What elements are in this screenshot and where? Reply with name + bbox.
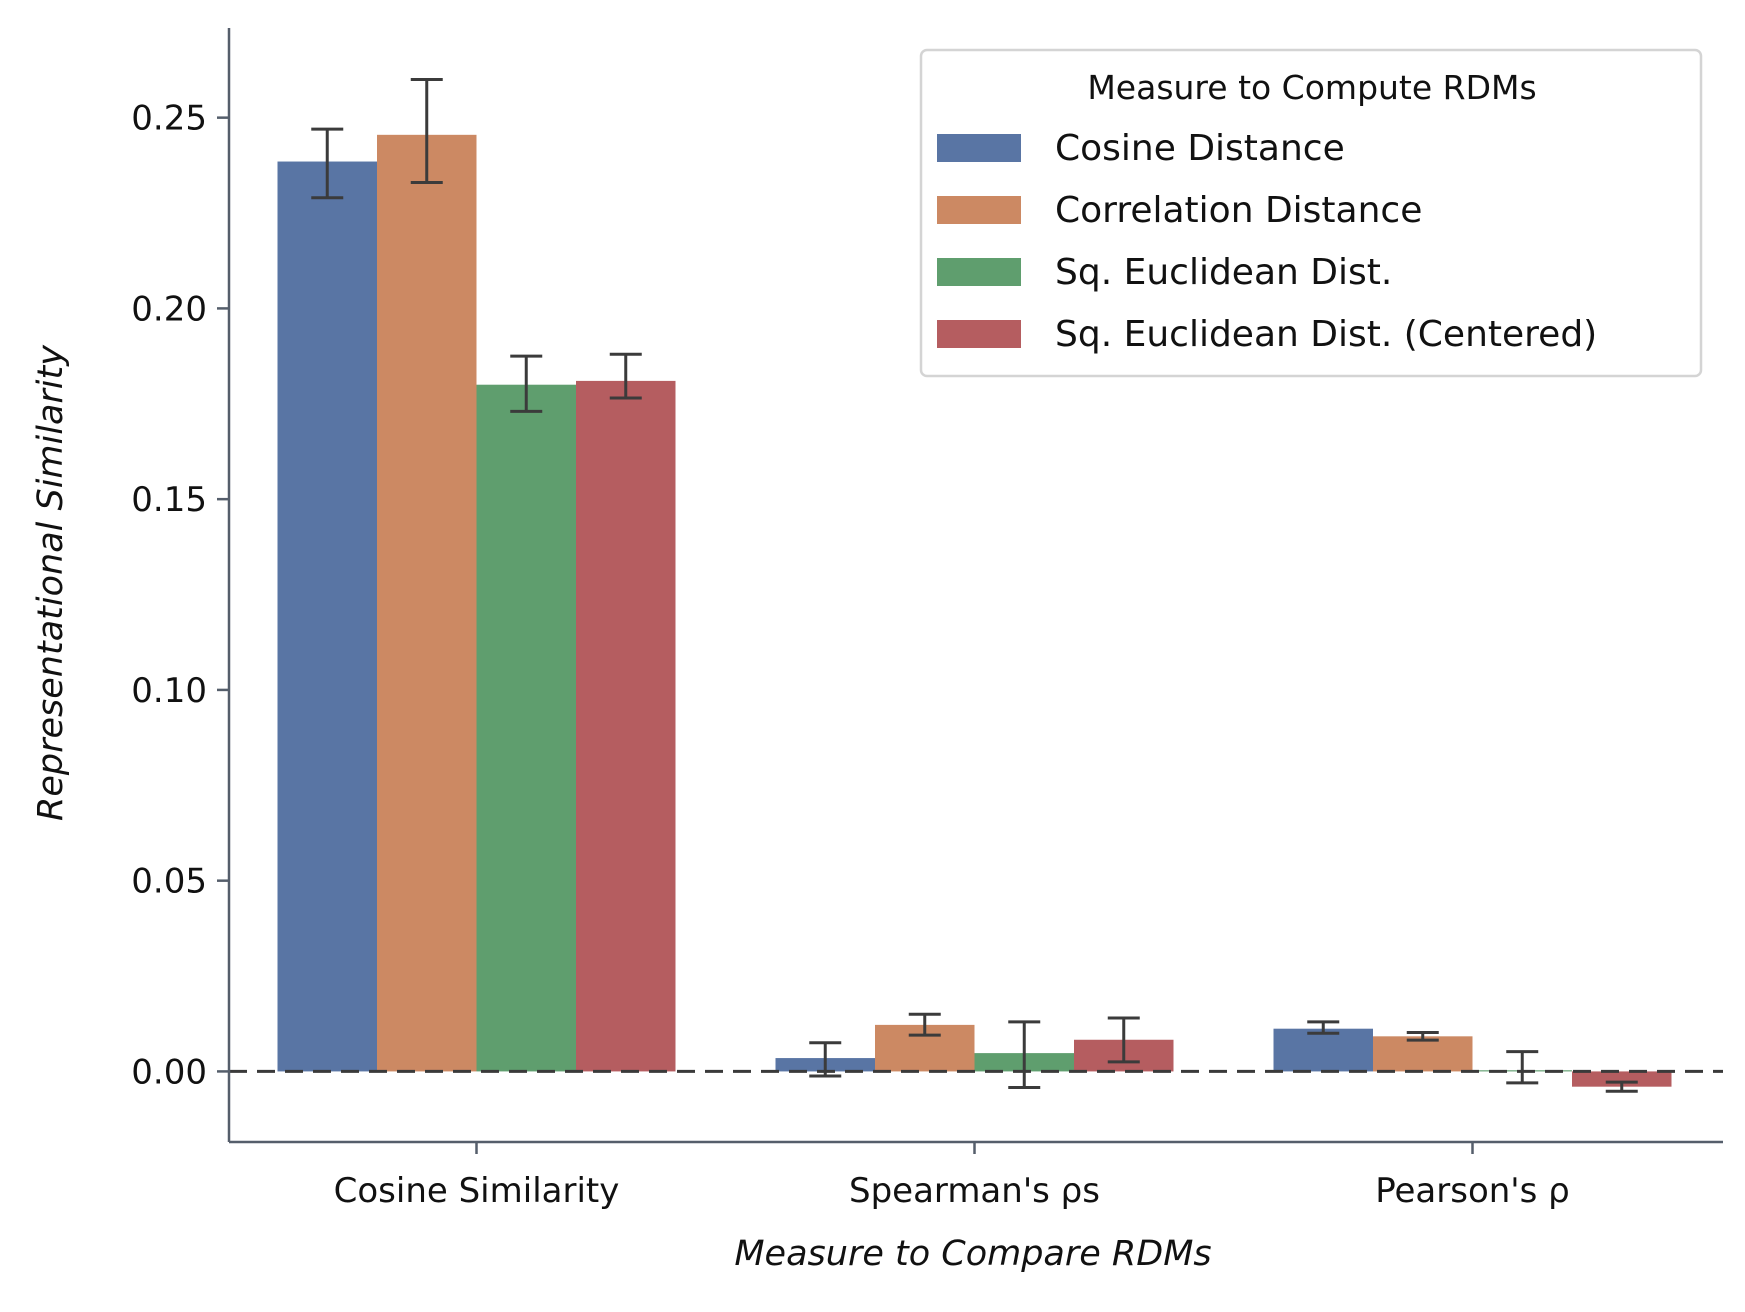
x-tick-label: Pearson's ρ — [1375, 1171, 1570, 1211]
bar — [377, 134, 477, 1072]
legend-item: Sq. Euclidean Dist. (Centered) — [937, 314, 1597, 355]
error-bar — [311, 127, 344, 200]
legend-swatch — [937, 196, 1021, 224]
y-tick-label: 0.25 — [131, 99, 207, 139]
error-bar — [908, 1012, 941, 1037]
bar — [1572, 1071, 1672, 1087]
x-ticks: Cosine Similarity Spearman's ρs Pearson's … — [334, 1142, 1570, 1211]
y-tick-label: 0.20 — [131, 289, 207, 329]
error-bar — [1605, 1080, 1638, 1093]
bar — [277, 161, 377, 1072]
bars-layer — [277, 134, 1672, 1087]
legend-swatch — [937, 258, 1021, 286]
legend-title: Measure to Compute RDMs — [1087, 68, 1536, 107]
y-tick-label: 0.05 — [131, 862, 207, 902]
legend-swatch — [937, 320, 1021, 348]
error-bar — [1107, 1016, 1140, 1064]
x-axis-title: Measure to Compare RDMs — [734, 1234, 1211, 1274]
legend-items: Cosine Distance Correlation Distance Sq. E… — [937, 128, 1597, 355]
legend-item: Sq. Euclidean Dist. — [937, 252, 1392, 293]
error-bar — [1307, 1020, 1340, 1035]
error-bar — [1008, 1020, 1041, 1089]
error-bar — [1406, 1031, 1439, 1042]
error-bar — [609, 352, 642, 400]
y-tick-label: 0.00 — [131, 1052, 207, 1092]
error-bar — [410, 78, 443, 185]
legend-swatch — [937, 134, 1021, 162]
legend-label: Sq. Euclidean Dist. — [1055, 252, 1392, 293]
legend-frame — [919, 48, 1703, 378]
y-tick-label: 0.15 — [131, 480, 207, 520]
error-bars-layer — [311, 78, 1638, 1093]
y-tick-label: 0.10 — [131, 671, 207, 711]
x-tick-label: Spearman's ρs — [849, 1171, 1100, 1211]
legend: Measure to Compute RDMs Cosine DistanceC… — [919, 48, 1703, 378]
bar — [1273, 1028, 1373, 1072]
error-bar — [1506, 1050, 1539, 1085]
y-ticks: 0.00 0.05 0.10 0.15 0.20 0.25 — [131, 99, 229, 1092]
legend-label: Sq. Euclidean Dist. (Centered) — [1055, 314, 1597, 355]
legend-item: Cosine Distance — [937, 128, 1345, 169]
bar — [476, 384, 576, 1072]
bar — [1373, 1036, 1473, 1072]
bar — [576, 380, 676, 1072]
legend-label: Correlation Distance — [1055, 190, 1422, 231]
legend-item: Correlation Distance — [937, 190, 1422, 231]
legend-label: Cosine Distance — [1055, 128, 1345, 169]
error-bar — [510, 354, 543, 413]
y-axis-title: Representational Similarity — [31, 344, 71, 821]
x-tick-label: Cosine Similarity — [334, 1171, 620, 1211]
